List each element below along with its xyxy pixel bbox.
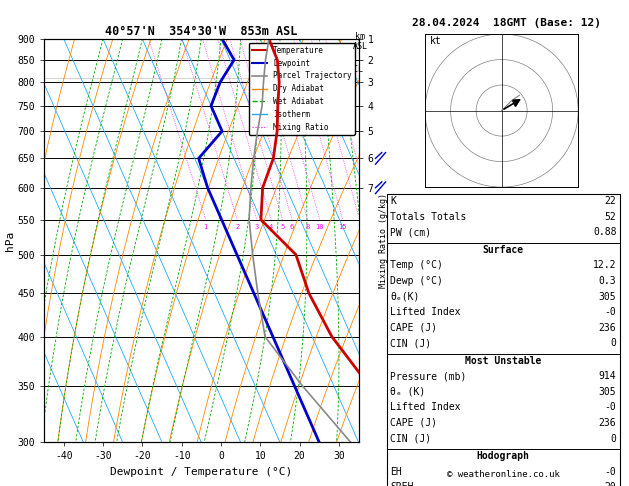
Text: θₑ (K): θₑ (K) xyxy=(390,387,425,397)
Text: 20: 20 xyxy=(604,482,616,486)
Text: km
ASL: km ASL xyxy=(353,32,368,51)
Text: Totals Totals: Totals Totals xyxy=(390,212,466,222)
Text: PW (cm): PW (cm) xyxy=(390,227,431,238)
Text: Lifted Index: Lifted Index xyxy=(390,307,460,317)
Text: 5: 5 xyxy=(281,224,285,230)
Text: 236: 236 xyxy=(599,418,616,428)
Text: 4: 4 xyxy=(269,224,273,230)
Text: 0: 0 xyxy=(611,434,616,444)
Text: © weatheronline.co.uk: © weatheronline.co.uk xyxy=(447,469,560,479)
Y-axis label: hPa: hPa xyxy=(4,230,14,251)
Text: SREH: SREH xyxy=(390,482,413,486)
Text: 12.2: 12.2 xyxy=(593,260,616,271)
Text: 1: 1 xyxy=(204,224,208,230)
Text: Most Unstable: Most Unstable xyxy=(465,356,542,366)
Text: θₑ(K): θₑ(K) xyxy=(390,292,420,302)
Text: 236: 236 xyxy=(599,323,616,333)
Text: Temp (°C): Temp (°C) xyxy=(390,260,443,271)
Text: 8: 8 xyxy=(306,224,309,230)
Text: CIN (J): CIN (J) xyxy=(390,338,431,348)
Text: 2: 2 xyxy=(235,224,240,230)
Text: 0: 0 xyxy=(611,338,616,348)
Text: Surface: Surface xyxy=(482,245,524,255)
Text: CIN (J): CIN (J) xyxy=(390,434,431,444)
Text: LCL: LCL xyxy=(348,65,363,73)
Text: 22: 22 xyxy=(604,196,616,207)
Text: 305: 305 xyxy=(599,387,616,397)
Text: 914: 914 xyxy=(599,371,616,382)
Text: 305: 305 xyxy=(599,292,616,302)
Text: 0.88: 0.88 xyxy=(593,227,616,238)
Text: 0.3: 0.3 xyxy=(599,276,616,286)
Text: CAPE (J): CAPE (J) xyxy=(390,418,437,428)
Text: Pressure (mb): Pressure (mb) xyxy=(390,371,466,382)
Text: kt: kt xyxy=(430,36,442,46)
Text: -0: -0 xyxy=(604,402,616,413)
X-axis label: Dewpoint / Temperature (°C): Dewpoint / Temperature (°C) xyxy=(110,467,292,477)
Text: -0: -0 xyxy=(604,467,616,477)
Text: 52: 52 xyxy=(604,212,616,222)
Text: EH: EH xyxy=(390,467,402,477)
Text: 28.04.2024  18GMT (Base: 12): 28.04.2024 18GMT (Base: 12) xyxy=(412,18,601,28)
Text: 10: 10 xyxy=(316,224,324,230)
Text: K: K xyxy=(390,196,396,207)
Text: -0: -0 xyxy=(604,307,616,317)
Text: Hodograph: Hodograph xyxy=(477,451,530,461)
Title: 40°57'N  354°30'W  853m ASL: 40°57'N 354°30'W 853m ASL xyxy=(105,25,298,38)
Text: 3: 3 xyxy=(255,224,259,230)
Text: Lifted Index: Lifted Index xyxy=(390,402,460,413)
Text: CAPE (J): CAPE (J) xyxy=(390,323,437,333)
Text: 6: 6 xyxy=(290,224,294,230)
Legend: Temperature, Dewpoint, Parcel Trajectory, Dry Adiabat, Wet Adiabat, Isotherm, Mi: Temperature, Dewpoint, Parcel Trajectory… xyxy=(248,43,355,135)
Text: 15: 15 xyxy=(338,224,347,230)
Y-axis label: Mixing Ratio (g/kg): Mixing Ratio (g/kg) xyxy=(379,193,388,288)
Text: Dewp (°C): Dewp (°C) xyxy=(390,276,443,286)
